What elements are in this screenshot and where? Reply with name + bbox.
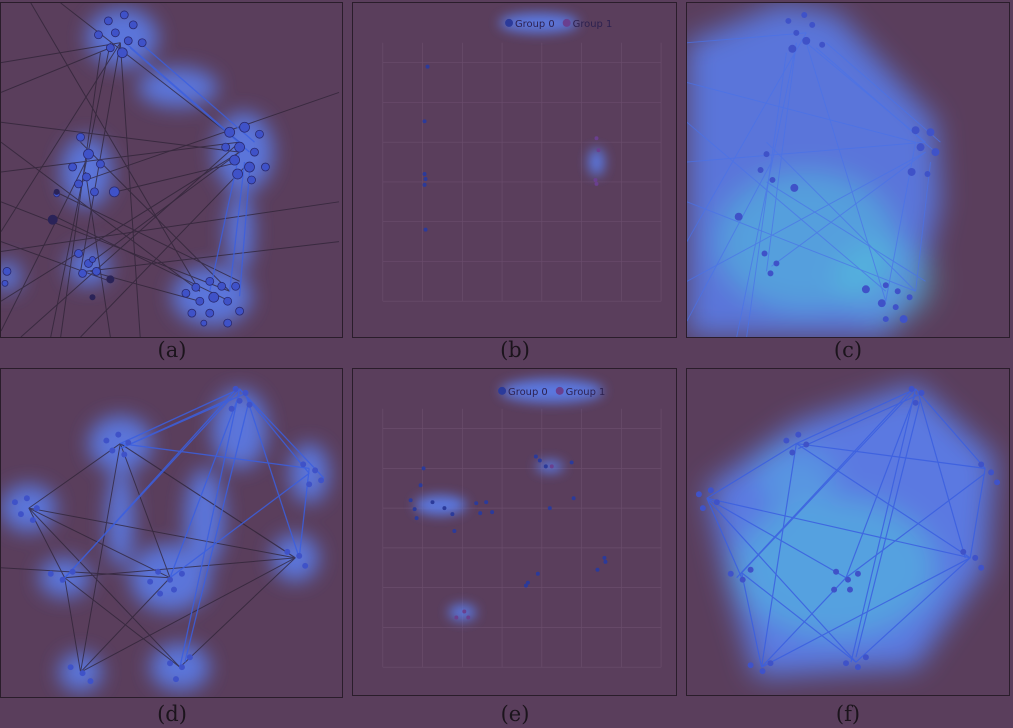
- legend-marker-group-1: [555, 386, 564, 395]
- caption-c: (c): [833, 338, 863, 362]
- caption-f: (f): [835, 702, 861, 726]
- panel-f-graph: [695, 383, 1001, 678]
- halo-layer: [414, 378, 604, 621]
- halo-layer: [687, 3, 941, 337]
- points-group-0: [422, 64, 430, 232]
- caption-a: (a): [157, 338, 187, 362]
- edge-blue-layer: [706, 388, 986, 668]
- points-group-1: [593, 136, 601, 186]
- node-layer: [1, 10, 270, 328]
- node-layer: [734, 11, 940, 324]
- edge-layer: [1, 3, 340, 337]
- panel-b: Group 0 Group 1: [352, 2, 677, 338]
- caption-e: (e): [500, 702, 530, 726]
- edge-layer: [687, 32, 941, 337]
- caption-d: (d): [157, 702, 187, 726]
- panel-c-graph: [687, 3, 941, 337]
- caption-b: (b): [500, 338, 530, 362]
- panel-d-graph: [1, 385, 330, 693]
- panel-f: [686, 368, 1010, 696]
- edge-layer: [1, 443, 296, 673]
- legend-marker-group-1: [562, 18, 571, 27]
- legend: Group 0 Group 1: [498, 387, 605, 398]
- panel-a-graph: [1, 3, 340, 337]
- halo-layer: [1, 388, 330, 693]
- halo-layer: [499, 12, 605, 176]
- legend: Group 0 Group 1: [505, 19, 612, 30]
- points-group-1: [454, 464, 554, 620]
- panel-d: [0, 368, 343, 698]
- grid-lines: [382, 408, 662, 668]
- dark-node-layer: [47, 188, 115, 301]
- legend-label-group-0: Group 0: [515, 19, 555, 30]
- panel-a: [0, 2, 343, 338]
- panel-c: [686, 2, 1010, 338]
- legend-marker-group-0: [498, 386, 507, 395]
- legend-label-group-1: Group 1: [566, 387, 606, 398]
- panel-e: Group 0 Group 1: [352, 368, 677, 696]
- legend-label-group-1: Group 1: [573, 19, 613, 30]
- node-layer: [11, 385, 325, 685]
- points-group-0: [408, 454, 608, 588]
- panel-b-scatter: Group 0 Group 1: [382, 12, 662, 302]
- panel-e-scatter: Group 0 Group 1: [382, 378, 662, 668]
- node-layer: [695, 385, 1001, 675]
- grid-lines: [382, 42, 662, 302]
- legend-marker-group-0: [505, 18, 514, 27]
- legend-label-group-0: Group 0: [508, 387, 548, 398]
